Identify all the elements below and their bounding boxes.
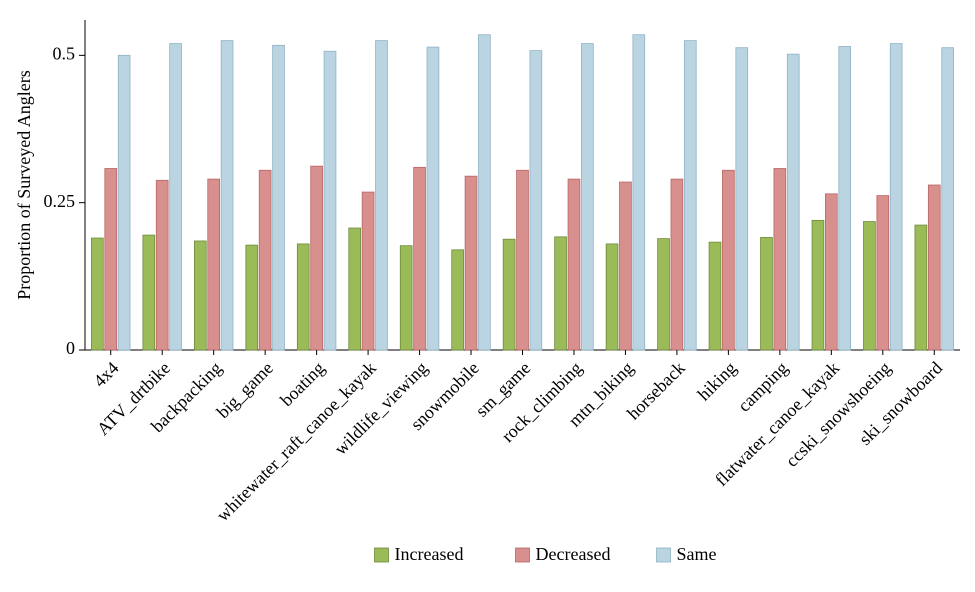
bar-increased	[606, 244, 618, 350]
bar-decreased	[208, 179, 220, 350]
bar-same	[942, 48, 954, 350]
bar-decreased	[156, 180, 168, 350]
bar-same	[684, 41, 696, 350]
bar-increased	[400, 246, 412, 350]
legend-label: Same	[677, 544, 717, 564]
bar-decreased	[105, 169, 117, 351]
bar-increased	[555, 237, 567, 350]
bar-same	[890, 44, 902, 350]
y-axis-title: Proportion of Surveyed Anglers	[14, 70, 34, 299]
bar-increased	[194, 241, 206, 350]
bar-decreased	[362, 192, 374, 350]
bar-increased	[297, 244, 309, 350]
bar-same	[736, 48, 748, 350]
bar-decreased	[722, 170, 734, 350]
bar-increased	[812, 220, 824, 350]
bar-increased	[863, 222, 875, 350]
bar-same	[478, 35, 490, 350]
bar-same	[633, 35, 645, 350]
bar-same	[221, 41, 233, 350]
chart-svg: 00.250.5Proportion of Surveyed Anglers4x…	[0, 0, 975, 592]
legend-label: Increased	[395, 544, 464, 564]
bar-same	[273, 45, 285, 350]
bar-increased	[761, 237, 773, 350]
bar-increased	[452, 250, 464, 350]
bar-increased	[91, 238, 103, 350]
bar-same	[787, 54, 799, 350]
bar-increased	[915, 225, 927, 350]
bar-decreased	[825, 194, 837, 350]
bar-same	[427, 47, 439, 350]
bar-same	[530, 51, 542, 350]
bar-increased	[503, 239, 515, 350]
bar-decreased	[620, 182, 632, 350]
bar-increased	[349, 228, 361, 350]
y-tick-label: 0	[66, 338, 75, 358]
legend-swatch	[375, 548, 389, 562]
bar-decreased	[671, 179, 683, 350]
bar-decreased	[928, 185, 940, 350]
bar-same	[839, 47, 851, 350]
bar-decreased	[465, 176, 477, 350]
bar-decreased	[311, 166, 323, 350]
bar-increased	[246, 245, 258, 350]
bar-decreased	[517, 170, 529, 350]
angler-activity-chart: 00.250.5Proportion of Surveyed Anglers4x…	[0, 0, 975, 592]
bar-increased	[143, 235, 155, 350]
bar-decreased	[774, 169, 786, 351]
legend-label: Decreased	[536, 544, 611, 564]
bar-increased	[658, 239, 670, 350]
bar-increased	[709, 242, 721, 350]
bar-decreased	[877, 196, 889, 350]
bar-same	[170, 44, 182, 350]
bar-decreased	[259, 170, 271, 350]
y-tick-label: 0.5	[53, 43, 76, 63]
legend-swatch	[516, 548, 530, 562]
bar-decreased	[568, 179, 580, 350]
bar-decreased	[414, 167, 426, 350]
bar-same	[324, 51, 336, 350]
legend-swatch	[657, 548, 671, 562]
y-tick-label: 0.25	[44, 191, 76, 211]
bar-same	[118, 55, 130, 350]
bar-same	[376, 41, 388, 350]
bar-same	[581, 44, 593, 350]
